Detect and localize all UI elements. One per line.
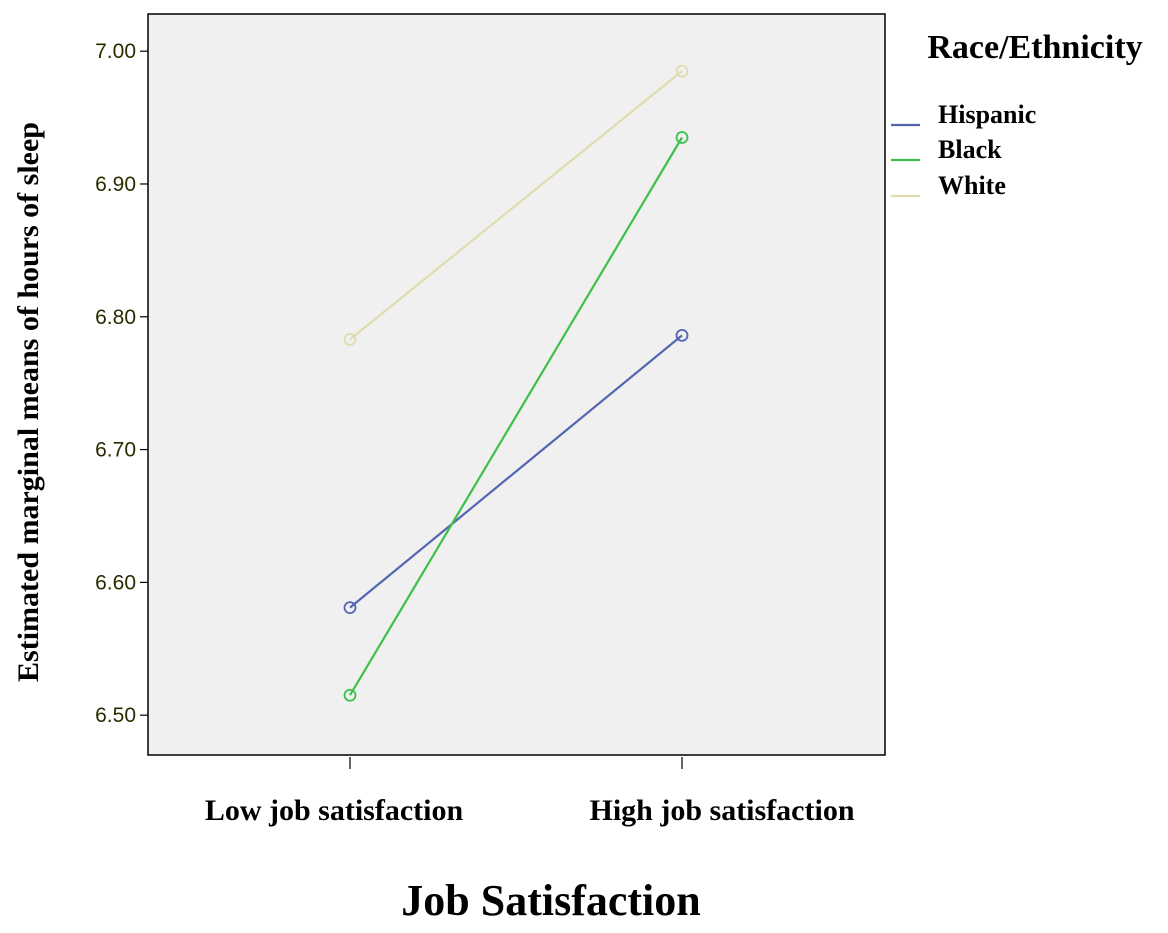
y-tick-label: 7.00 bbox=[95, 40, 136, 63]
plot-area bbox=[147, 13, 886, 756]
legend-item-hispanic: Hispanic bbox=[891, 100, 1036, 129]
y-axis-title: Estimated marginal means of hours of sle… bbox=[12, 122, 45, 682]
y-tick-label: 6.90 bbox=[95, 173, 136, 196]
y-axis-ticks: 6.50 6.60 6.70 6.80 6.90 7.00 bbox=[95, 40, 148, 727]
x-axis-ticks: Low job satisfaction High job satisfactio… bbox=[205, 757, 855, 827]
y-tick-label: 6.50 bbox=[95, 704, 136, 727]
legend-label: White bbox=[938, 171, 1006, 200]
x-tick-label: Low job satisfaction bbox=[205, 794, 464, 827]
series-hispanic bbox=[343, 328, 689, 614]
y-tick-label: 6.70 bbox=[95, 439, 136, 462]
series-line bbox=[349, 70, 683, 341]
series-line bbox=[349, 136, 683, 696]
series-layer bbox=[343, 64, 689, 702]
legend-title: Race/Ethnicity bbox=[927, 29, 1142, 66]
series-black bbox=[343, 131, 689, 702]
data-point bbox=[675, 64, 689, 78]
data-point bbox=[675, 328, 689, 342]
data-point bbox=[675, 131, 689, 144]
legend-item-black: Black bbox=[891, 135, 1002, 164]
series-line bbox=[349, 334, 683, 609]
legend-label: Black bbox=[938, 135, 1002, 164]
x-tick-label: High job satisfaction bbox=[589, 794, 854, 827]
legend-item-white: White bbox=[891, 171, 1006, 200]
y-tick-label: 6.60 bbox=[95, 571, 136, 594]
x-axis-title: Job Satisfaction bbox=[401, 876, 700, 925]
data-point bbox=[343, 688, 357, 702]
series-white bbox=[343, 64, 689, 346]
legend: Hispanic Black White bbox=[891, 100, 1036, 200]
data-point bbox=[343, 601, 357, 614]
data-point bbox=[343, 332, 357, 346]
y-tick-label: 6.80 bbox=[95, 306, 136, 329]
legend-label: Hispanic bbox=[938, 100, 1036, 129]
